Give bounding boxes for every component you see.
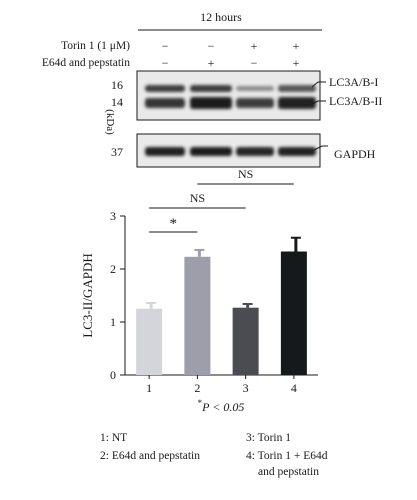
sign-torin-lane2: −: [208, 39, 215, 53]
kda-marker-16: 16: [111, 78, 123, 92]
lc3-ii-band-lane1: [145, 98, 185, 108]
x-tick-label-3: 3: [243, 381, 249, 395]
bar-1: [136, 308, 163, 375]
legend-item-1: 1: NT: [100, 432, 127, 444]
bar-4: [280, 251, 307, 375]
sign-torin-lane3: +: [251, 39, 258, 53]
y-tick-label-2: 2: [110, 262, 116, 276]
x-tick-label-1: 1: [146, 381, 152, 395]
x-tick-label-2: 2: [194, 381, 200, 395]
lc3-i-band-lane4: [278, 85, 316, 92]
lc3-i-pointer: [311, 81, 326, 88]
lc3-ii-pointer: [311, 100, 326, 105]
bar-chart: LC3-II/GAPDH 0 1 2 3 1 2 3 4 * NS NS: [80, 167, 318, 395]
footnote: *P < 0.05: [198, 398, 245, 414]
lc3-blot-panel: [136, 70, 321, 121]
significance-label-2: NS: [190, 191, 205, 205]
lc3-bands: [145, 85, 316, 109]
kda-label: (kDa): [104, 109, 116, 135]
gapdh-pointer: [313, 145, 328, 151]
kda-marker-37: 37: [111, 145, 123, 159]
bar-2: [184, 256, 211, 375]
footnote-star: *: [198, 398, 203, 408]
y-tick-label-3: 3: [110, 209, 116, 223]
gapdh-band-lane3: [236, 147, 274, 156]
sign-torin-lane1: −: [162, 39, 169, 53]
row-label-e64d: E64d and pepstatin: [42, 57, 130, 69]
y-axis-title: LC3-II/GAPDH: [80, 253, 95, 338]
row-label-torin: Torin 1 (1 μM): [61, 40, 130, 52]
significance-label-1: *: [170, 216, 178, 232]
band-label-lc3-ii: LC3A/B-II: [329, 94, 382, 108]
band-label-lc3-i: LC3A/B-I: [329, 75, 378, 89]
legend-item-2: 2: E64d and pepstatin: [100, 450, 200, 462]
sign-e64d-lane1: −: [162, 56, 169, 70]
legend: 1: NT 3: Torin 1 2: E64d and pepstatin 4…: [100, 432, 328, 478]
sign-e64d-lane3: −: [251, 56, 258, 70]
y-tick-label-0: 0: [110, 368, 116, 382]
band-label-gapdh: GAPDH: [334, 147, 376, 161]
lc3-i-band-lane3: [236, 86, 274, 91]
sign-e64d-lane4: +: [293, 56, 300, 70]
lc3-i-band-lane1: [145, 85, 185, 92]
lc3-ii-band-lane3: [236, 98, 274, 108]
y-tick-label-1: 1: [110, 315, 116, 329]
gapdh-band-lane1: [145, 147, 185, 156]
lc3-ii-band-lane2: [190, 97, 232, 109]
lc3-ii-band-lane4: [278, 97, 316, 109]
kda-marker-14: 14: [111, 95, 123, 109]
legend-item-3: 3: Torin 1: [246, 432, 291, 444]
footnote-text: P < 0.05: [201, 400, 244, 414]
legend-item-4-cont: and pepstatin: [258, 466, 319, 478]
bar-3: [232, 307, 259, 375]
time-label: 12 hours: [200, 10, 242, 24]
significance-label-3: NS: [238, 167, 253, 181]
sign-e64d-lane2: +: [208, 56, 215, 70]
gapdh-band-lane4: [278, 147, 316, 156]
legend-item-4: 4: Torin 1 + E64d: [246, 450, 328, 462]
x-tick-label-4: 4: [291, 381, 297, 395]
gapdh-bands: [145, 147, 316, 156]
sign-torin-lane4: +: [293, 39, 300, 53]
lc3-i-band-lane2: [190, 85, 232, 92]
gapdh-band-lane2: [190, 147, 232, 156]
